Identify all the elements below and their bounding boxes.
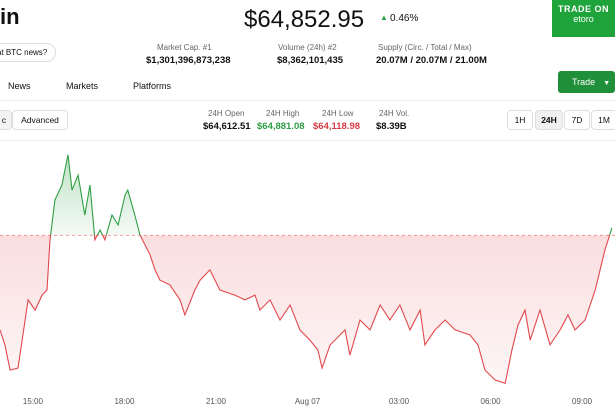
price-line [0, 154, 613, 385]
change: 0.46% [390, 13, 419, 24]
x-tick-label: 03:00 [389, 397, 410, 406]
day-stat-label: 24H Vol. [379, 109, 410, 118]
range-button[interactable]: 7D [564, 110, 590, 130]
x-tick-label: 18:00 [114, 397, 135, 406]
coin-title: in [0, 4, 20, 29]
price: $64,852.95 [244, 6, 365, 33]
price-area [0, 154, 612, 384]
ad-line: TRADE ON [558, 4, 609, 14]
toggle[interactable]: Advanced [12, 110, 68, 130]
divider [0, 100, 615, 101]
day-stat-value: $8.39B [376, 121, 407, 132]
news-button[interactable]: at BTC news? [0, 43, 57, 62]
x-tick-label: 21:00 [206, 397, 227, 406]
x-tick-label: 06:00 [481, 397, 502, 406]
price-chart: 15:00 18:00 21:00 Aug 07 03:00 06:00 09:00 [0, 154, 615, 406]
day-stat-value: $64,612.51 [203, 121, 251, 132]
stat-value: $8,362,101,435 [277, 55, 344, 66]
x-tick-label: 09:00 [572, 397, 593, 406]
day-stat-value: $64,118.98 [313, 121, 361, 132]
tab[interactable]: News [8, 81, 31, 91]
day-stat-label: 24H High [266, 109, 300, 118]
toggle[interactable]: c [0, 110, 12, 130]
stat-value: 20.07M / 20.07M / 21.00M [376, 55, 487, 66]
stat-label: Market Cap. #1 [157, 43, 212, 52]
x-tick-label: 15:00 [23, 397, 44, 406]
day-stat-label: 24H Open [208, 109, 245, 118]
x-tick-label: Aug 07 [295, 397, 321, 406]
tab[interactable]: Markets [66, 81, 99, 91]
stat-label: Supply (Circ. / Total / Max) [378, 43, 472, 52]
tab[interactable]: Platforms [133, 81, 172, 91]
change-arrow: ▲ [380, 13, 388, 22]
trade-button[interactable]: Trade ▼ [558, 71, 615, 93]
stat-label: Volume (24h) #2 [278, 43, 337, 52]
ad-brand: etoro [573, 14, 594, 24]
day-stat-value: $64,881.08 [257, 121, 305, 132]
divider [0, 140, 615, 141]
ad[interactable]: TRADE ON etoro [552, 0, 615, 37]
trade-label: Trade [572, 77, 596, 87]
range-button[interactable]: 24H [535, 110, 563, 130]
day-stat-label: 24H Low [322, 109, 354, 118]
range-button[interactable]: 1H [507, 110, 533, 130]
range-button[interactable]: 1M [591, 110, 615, 130]
stat-value: $1,301,396,873,238 [146, 55, 231, 66]
